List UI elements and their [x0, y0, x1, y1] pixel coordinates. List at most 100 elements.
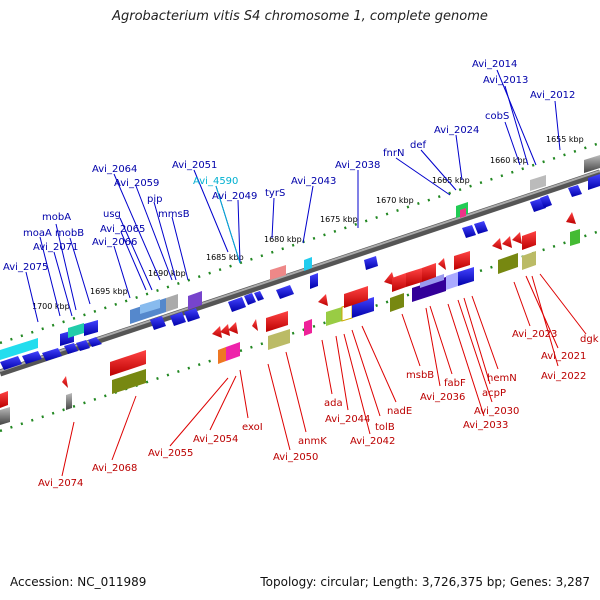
gene-arrow [588, 174, 600, 190]
top-labels: Avi_2014 Avi_2013 Avi_2012 cobS Avi_2024… [3, 59, 575, 273]
leader-line [513, 281, 531, 327]
gene-block [522, 251, 536, 270]
scale-label: 1680 kbp [264, 235, 302, 244]
gene-block [390, 293, 404, 312]
leader-line [153, 201, 177, 281]
leader-line [321, 339, 333, 395]
gene-block [420, 274, 444, 288]
gene-block [326, 307, 342, 326]
leader-line [455, 134, 463, 181]
leader-line [285, 351, 307, 433]
gene-label-moba: mobA [42, 212, 71, 223]
gene-label-ada: ada [324, 398, 343, 409]
bottom-labels: dgk Avi_2023 Avi_2021 Avi_2022 hemN acpP… [38, 329, 599, 489]
gene-block [412, 277, 446, 302]
gene-block [530, 175, 546, 191]
gene-label-def: def [410, 140, 427, 151]
leader-line [447, 303, 485, 417]
leader-line [135, 185, 173, 281]
gene-label-avi-2036: Avi_2036 [420, 392, 465, 403]
gene-arrow [62, 376, 68, 388]
gene-label-avi-2043: Avi_2043 [291, 176, 336, 187]
scale-label: 1700 kbp [32, 302, 70, 311]
gene-block [0, 338, 38, 360]
gene-block [218, 347, 226, 364]
leader-line [193, 169, 229, 253]
gene-label-avi-2064: Avi_2064 [92, 164, 137, 175]
gene-arrow [458, 267, 474, 286]
gene-arrow [212, 326, 222, 338]
gene-label-avi-2024: Avi_2024 [434, 125, 479, 136]
gene-label-mobb: mobB [55, 228, 84, 239]
gene-label-acpp: acpP [482, 388, 506, 399]
leader-line [119, 217, 153, 291]
leader-line [554, 100, 561, 151]
leader-line [504, 85, 529, 166]
leader-line [61, 421, 75, 477]
gene-arrow [228, 322, 238, 334]
gene-block [460, 208, 466, 218]
gene-label-mmsb: mmsB [158, 209, 190, 220]
gene-arrow [276, 285, 294, 299]
gene-block [304, 319, 312, 336]
leader-line [471, 295, 499, 370]
gene-label-pip: pip [147, 194, 162, 205]
gene-block [112, 369, 146, 394]
gene-label-avi-2065: Avi_2065 [100, 224, 145, 235]
gene-label-moaa: moaA [23, 228, 52, 239]
gene-arrow [474, 221, 488, 234]
gene-arrow [566, 212, 576, 224]
gene-label-avi-2021: Avi_2021 [541, 351, 586, 362]
leader-line [539, 273, 587, 335]
gene-arrow [88, 337, 102, 347]
gene-label-avi-2075: Avi_2075 [3, 262, 48, 273]
gene-block [392, 273, 406, 292]
leader-line [496, 69, 537, 166]
gene-block [304, 257, 312, 271]
gene-arrow [318, 294, 328, 306]
gene-label-nade: nadE [387, 406, 412, 417]
gene-block [268, 329, 290, 350]
gene-block [344, 286, 368, 308]
leader-line-highlight [215, 185, 241, 264]
leader-line [361, 325, 397, 403]
leader-line [271, 197, 275, 239]
gene-label-tyrs: tyrS [265, 188, 285, 199]
gene-label-avi-2051: Avi_2051 [172, 160, 217, 171]
gene-block [266, 311, 288, 332]
gene-label-tolb: tolB [375, 422, 395, 433]
gene-block [270, 265, 286, 280]
scale-label: 1690 kbp [148, 269, 186, 278]
scale-label: 1655 kbp [546, 135, 584, 144]
scale-label: 1695 kbp [90, 287, 128, 296]
scale-label: 1675 kbp [320, 215, 358, 224]
gene-block [68, 323, 84, 338]
leader-line [239, 369, 249, 419]
gene-label-usg: usg [103, 209, 121, 220]
gene-label-cobs: cobS [485, 111, 509, 122]
gene-arrow [228, 297, 246, 312]
gene-label-avi-2042: Avi_2042 [350, 436, 395, 447]
leader-line [351, 329, 381, 417]
gene-block [226, 342, 240, 361]
leader-line [343, 333, 371, 435]
genome-backbone [0, 169, 600, 377]
gene-label-avi-2059: Avi_2059 [114, 178, 159, 189]
accession-text: Accession: NC_011989 [10, 575, 147, 589]
bottom-leader-lines [61, 273, 587, 477]
gene-block [166, 294, 178, 312]
leader-line [171, 216, 189, 281]
leader-line [395, 157, 451, 196]
leader-line [302, 185, 314, 244]
gene-label-avi-2013: Avi_2013 [483, 75, 528, 86]
gene-label-fabf: fabF [444, 378, 466, 389]
leader-line [401, 313, 421, 367]
scale-label: 1660 kbp [490, 156, 528, 165]
gene-arrow [220, 324, 230, 336]
gene-arrow [84, 320, 98, 336]
leader-line [429, 305, 453, 375]
reverse-strand-genes [0, 212, 580, 425]
gene-arrow [438, 258, 446, 270]
leader-line [169, 377, 229, 447]
leader-line [53, 251, 73, 317]
